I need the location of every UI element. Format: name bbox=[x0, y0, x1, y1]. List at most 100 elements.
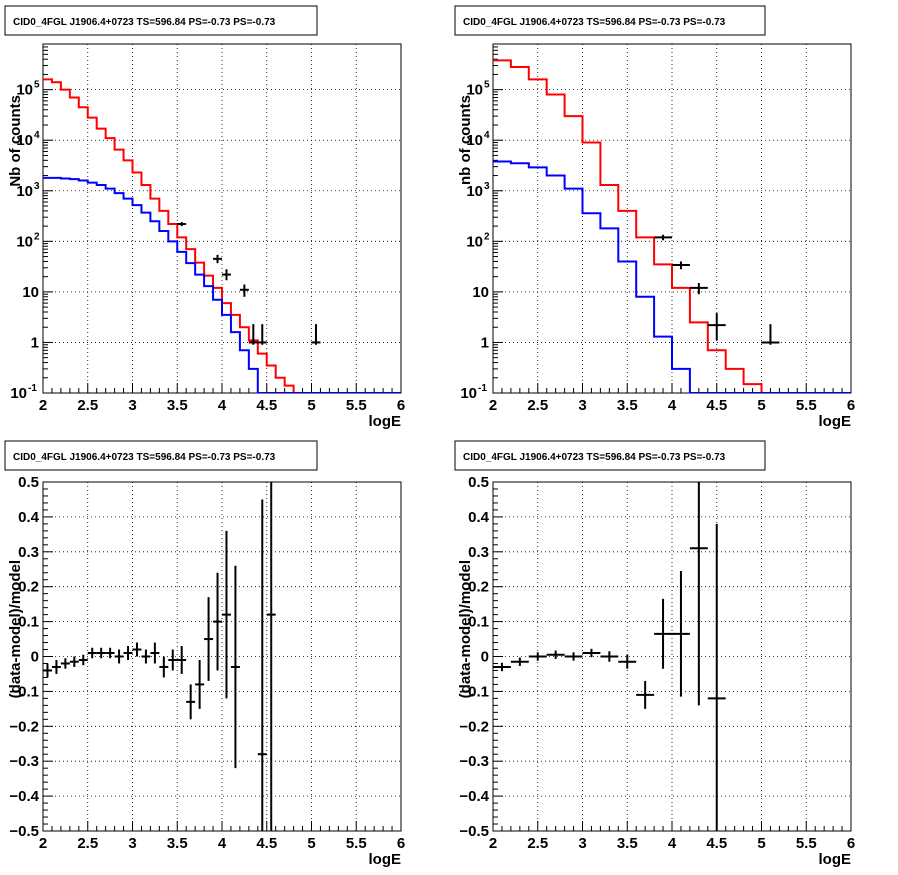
y-tick-label: 0.3 bbox=[468, 544, 489, 561]
y-tick-exponent: 2 bbox=[34, 231, 40, 242]
x-axis-label: logE bbox=[369, 851, 402, 868]
residual-point bbox=[510, 657, 529, 666]
y-tick-label: −0.4 bbox=[459, 788, 489, 805]
x-tick-label: 5.5 bbox=[346, 397, 367, 414]
y-tick-exponent: -1 bbox=[28, 383, 37, 394]
residual-point bbox=[123, 646, 133, 660]
y-tick-label: −0.2 bbox=[459, 718, 489, 735]
residual-point bbox=[222, 530, 231, 699]
x-tick-label: 3.5 bbox=[167, 397, 188, 414]
y-tick-label: −0.1 bbox=[9, 683, 39, 700]
y-tick-exponent: 4 bbox=[34, 130, 40, 141]
y-tick-exponent: 5 bbox=[34, 80, 40, 91]
y-tick-label: 0.5 bbox=[468, 474, 489, 491]
y-tick-label: −0.4 bbox=[9, 788, 39, 805]
y-tick-label: 0.1 bbox=[18, 614, 39, 631]
residual-point bbox=[636, 680, 655, 709]
x-tick-label: 4.5 bbox=[256, 835, 277, 852]
x-tick-label: 5.5 bbox=[796, 835, 817, 852]
y-tick-label: 0 bbox=[31, 649, 39, 666]
y-tick-label: −0.5 bbox=[9, 823, 39, 840]
residual-point bbox=[60, 658, 70, 669]
y-tick-label: 1 bbox=[481, 334, 489, 351]
x-tick-label: 2.5 bbox=[527, 397, 548, 414]
y-tick-exponent: 3 bbox=[484, 181, 490, 192]
y-tick-label: 1 bbox=[31, 334, 39, 351]
x-tick-label: 6 bbox=[397, 835, 405, 852]
residual-point bbox=[177, 646, 187, 674]
x-tick-label: 4.5 bbox=[256, 397, 277, 414]
residual-point bbox=[87, 647, 97, 659]
y-tick-label: −0.3 bbox=[459, 753, 489, 770]
y-tick-label: 10 bbox=[16, 82, 33, 99]
title-box bbox=[4, 5, 318, 36]
x-tick-label: 4.5 bbox=[706, 397, 727, 414]
x-tick-label: 5 bbox=[757, 835, 765, 852]
y-tick-label: −0.5 bbox=[459, 823, 489, 840]
residual-point bbox=[564, 652, 583, 661]
chart-title: CID0_4FGL J1906.4+0723 TS=596.84 PS=-0.7… bbox=[463, 452, 726, 463]
residual-point bbox=[213, 572, 222, 671]
residual-point bbox=[204, 597, 214, 681]
residual-point bbox=[159, 656, 169, 678]
y-tick-label: 10 bbox=[10, 385, 27, 402]
residual-point bbox=[150, 642, 160, 664]
x-tick-label: 3.5 bbox=[617, 835, 638, 852]
residual-point bbox=[195, 659, 205, 709]
x-tick-label: 2 bbox=[489, 835, 497, 852]
data-point bbox=[257, 324, 267, 345]
residual-point bbox=[257, 499, 267, 831]
y-tick-exponent: 4 bbox=[484, 130, 490, 141]
data-point bbox=[239, 284, 249, 297]
y-tick-label: 10 bbox=[16, 132, 33, 149]
x-tick-label: 3 bbox=[128, 397, 136, 414]
residual-point bbox=[230, 565, 240, 769]
x-tick-label: 3 bbox=[578, 835, 586, 852]
y-tick-exponent: 3 bbox=[34, 181, 40, 192]
residual-point bbox=[78, 654, 88, 666]
y-tick-label: 0.1 bbox=[468, 614, 489, 631]
chart-title: CID0_4FGL J1906.4+0723 TS=596.84 PS=-0.7… bbox=[13, 17, 276, 28]
plot-frame bbox=[42, 43, 402, 394]
residual-point bbox=[114, 649, 124, 664]
y-tick-label: −0.3 bbox=[9, 753, 39, 770]
plot-area bbox=[493, 482, 726, 831]
x-tick-label: 4 bbox=[668, 835, 677, 852]
y-tick-label: 10 bbox=[472, 284, 489, 301]
y-tick-label: 0.3 bbox=[18, 544, 39, 561]
x-tick-label: 2 bbox=[489, 397, 497, 414]
y-tick-label: 10 bbox=[22, 284, 39, 301]
y-tick-label: 0.2 bbox=[468, 579, 489, 596]
plot-frame bbox=[42, 481, 402, 832]
residual-point bbox=[43, 663, 52, 678]
y-tick-label: 10 bbox=[466, 82, 483, 99]
title-box bbox=[4, 440, 318, 471]
plot-frame bbox=[492, 43, 852, 394]
x-tick-label: 5.5 bbox=[346, 835, 367, 852]
x-tick-label: 4.5 bbox=[706, 835, 727, 852]
title-box bbox=[454, 440, 766, 471]
y-tick-label: −0.2 bbox=[9, 718, 39, 735]
y-tick-label: 10 bbox=[466, 132, 483, 149]
data-point bbox=[248, 324, 258, 345]
data-point bbox=[672, 261, 690, 270]
residual-point bbox=[105, 647, 115, 659]
y-tick-label: 0.2 bbox=[18, 579, 39, 596]
x-tick-label: 2.5 bbox=[77, 835, 98, 852]
x-tick-label: 4 bbox=[218, 397, 227, 414]
y-axis-label: Nb of counts bbox=[7, 95, 24, 187]
residual-point bbox=[69, 656, 79, 667]
data-point bbox=[177, 222, 187, 227]
plot-area bbox=[493, 59, 851, 393]
y-tick-exponent: -1 bbox=[478, 383, 487, 394]
y-tick-label: 0.5 bbox=[18, 474, 39, 491]
x-tick-label: 6 bbox=[847, 397, 855, 414]
plot-area bbox=[43, 482, 276, 831]
y-tick-label: 0.4 bbox=[18, 509, 40, 526]
residual-point bbox=[141, 649, 151, 664]
